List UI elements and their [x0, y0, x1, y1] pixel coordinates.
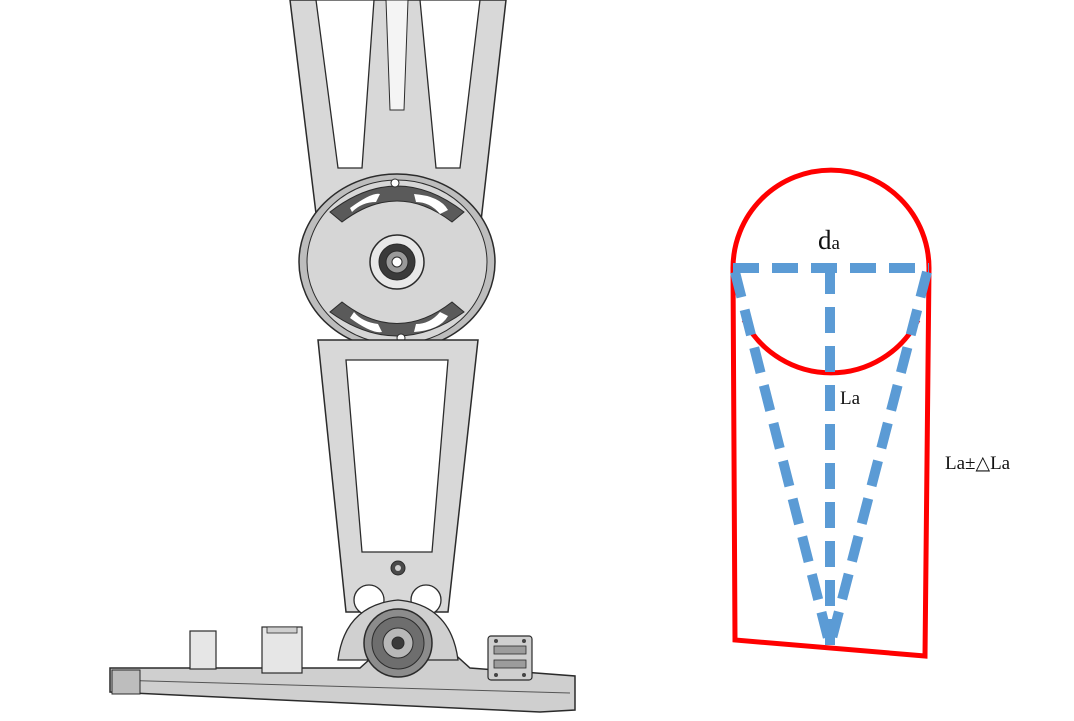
geometry-schematic: da La La±△La: [730, 167, 1011, 659]
diameter-label: da: [818, 225, 841, 255]
mechanism-drawing: [109, 0, 576, 713]
hinge-block: [487, 635, 533, 681]
tolerance-outline: [730, 167, 932, 659]
length-tolerance-label: La±△La: [945, 453, 1011, 474]
base-plate: [109, 649, 576, 713]
upper-arm: [289, 0, 507, 231]
left-cone-line: [730, 270, 835, 648]
central-joint: [298, 173, 496, 351]
right-cone-line: [825, 270, 932, 648]
mount-block-middle: [261, 626, 303, 674]
bottom-pivot: [337, 599, 459, 678]
dashed-construction-lines: [730, 263, 932, 648]
mount-block-left: [189, 630, 217, 670]
circle-lower-arc: [741, 318, 921, 376]
lower-arm: [317, 339, 479, 616]
length-label: La: [840, 388, 861, 409]
